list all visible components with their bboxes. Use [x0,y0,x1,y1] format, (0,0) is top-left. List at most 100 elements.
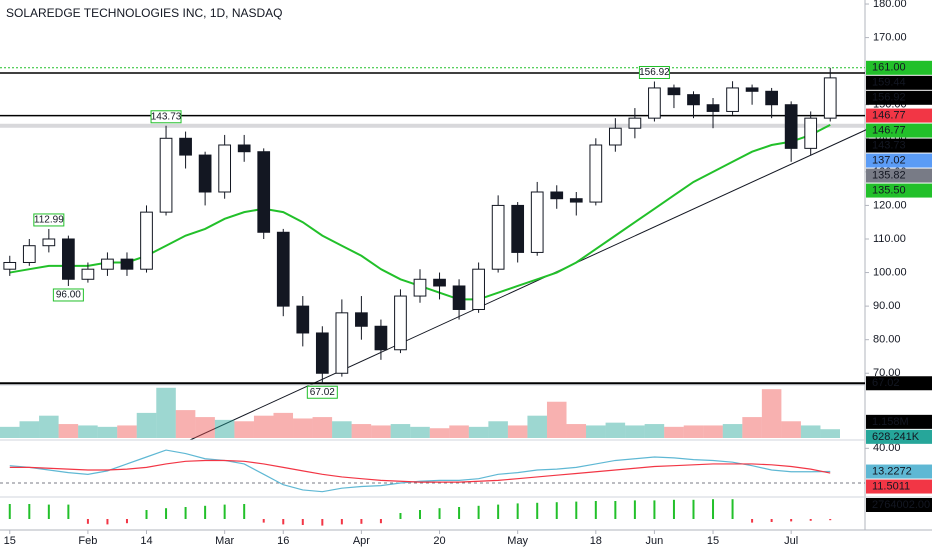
volume-bar [742,417,762,438]
oscillator-badge: 13.2272 [872,465,912,477]
x-tick-label: 15 [707,535,719,547]
histogram-badge-bg [866,498,932,512]
volume-bar [586,425,606,438]
price-badge-bg [866,153,932,168]
annotation-box [33,213,65,227]
histogram-bar [653,500,656,519]
volume-bar [214,419,235,438]
volume-bar [761,389,782,438]
volume-bar [78,425,98,438]
candle-body [276,231,290,307]
volume-bar [156,387,176,438]
oscillator-line [9,449,831,493]
candle-body [62,238,75,280]
histogram-bar [555,502,558,519]
histogram-bar [360,519,363,524]
histogram-bar [712,499,715,519]
histogram-bar [751,519,754,523]
volume-badge-bg [866,429,932,444]
annotation-box [150,110,182,124]
histogram-bar [497,504,500,519]
histogram-bar [536,502,539,519]
candle-body [687,94,700,106]
candle-body [22,245,36,263]
price-badge: 135.50 [872,184,906,196]
volume-bar [722,424,743,438]
volume-bar [820,429,840,438]
histogram-bar [692,499,695,519]
candle-body [765,90,778,106]
price-badge: 159.44 [872,77,906,89]
histogram-bar [47,504,50,519]
volume-bar [488,421,508,438]
volume-bar [605,422,626,438]
x-tick-label: 16 [277,535,289,547]
histogram-bar [770,519,773,522]
price-badge-bg [866,75,932,90]
candle-body [335,312,349,374]
price-badge: 146.77 [872,109,906,121]
trend-line [189,127,871,441]
candle-body [784,104,798,149]
volume-bar [351,424,372,438]
y-tick-label: 40.00 [873,442,901,454]
volume-bar [527,415,547,438]
y-tick-label: 100.00 [873,266,907,278]
y-tick-label: 120.00 [873,199,907,211]
annotation: 156.92 [639,67,670,78]
histogram-bar [477,505,480,519]
volume-bar [253,415,274,438]
candle-body [530,191,544,253]
volume-bar [312,417,333,438]
histogram-bar [790,519,793,522]
volume-bar [800,425,821,438]
histogram-bar [614,501,617,519]
price-badge-bg [866,168,932,183]
candle-body [179,137,192,156]
volume-bar [683,425,704,438]
histogram-bar [340,519,343,525]
x-tick-label: Apr [353,535,370,547]
volume-bar [234,421,254,438]
volume-bar [664,426,684,438]
oscillator-badge-bg [866,464,932,479]
candle-body [355,312,368,327]
annotation: 143.73 [151,111,182,122]
price-badge-bg [866,108,932,123]
candle-body [491,204,505,270]
price-badge-bg [866,60,932,75]
volume-bar [507,425,528,438]
histogram-bar [594,501,597,519]
candle-body [218,144,232,193]
x-tick-label: Jul [784,535,798,547]
histogram-bar [28,504,31,519]
candle-body [120,258,134,270]
annotation-box [306,385,338,399]
candle-body [257,151,271,233]
volume-bar [0,426,20,438]
volume-bar [449,425,469,438]
chart-title: SOLAREDGE TECHNOLOGIES INC, 1D, NASDAQ [6,6,283,20]
histogram-bar [184,507,187,519]
annotation: 112.99 [34,215,64,226]
candle-body [452,285,466,310]
level-band [0,123,865,128]
volume-bar [97,426,118,438]
price-badge: 146.77 [872,124,906,136]
y-tick-label: 170.00 [873,31,907,43]
candle-body [101,258,114,270]
price-badge: 135.82 [872,169,906,181]
candle-body [628,117,642,129]
candle-body [198,154,212,193]
candle-body [648,87,661,119]
volume-bar [175,410,196,438]
price-badge: 143.73 [872,139,906,151]
price-badge: 67.02 [872,377,900,389]
candle-body [237,144,251,153]
histogram-bar [672,499,675,519]
histogram-bar [145,510,148,519]
x-tick-label: 15 [4,535,16,547]
histogram-badge: 2764002.00 [872,499,930,511]
x-tick-label: Feb [78,535,97,547]
